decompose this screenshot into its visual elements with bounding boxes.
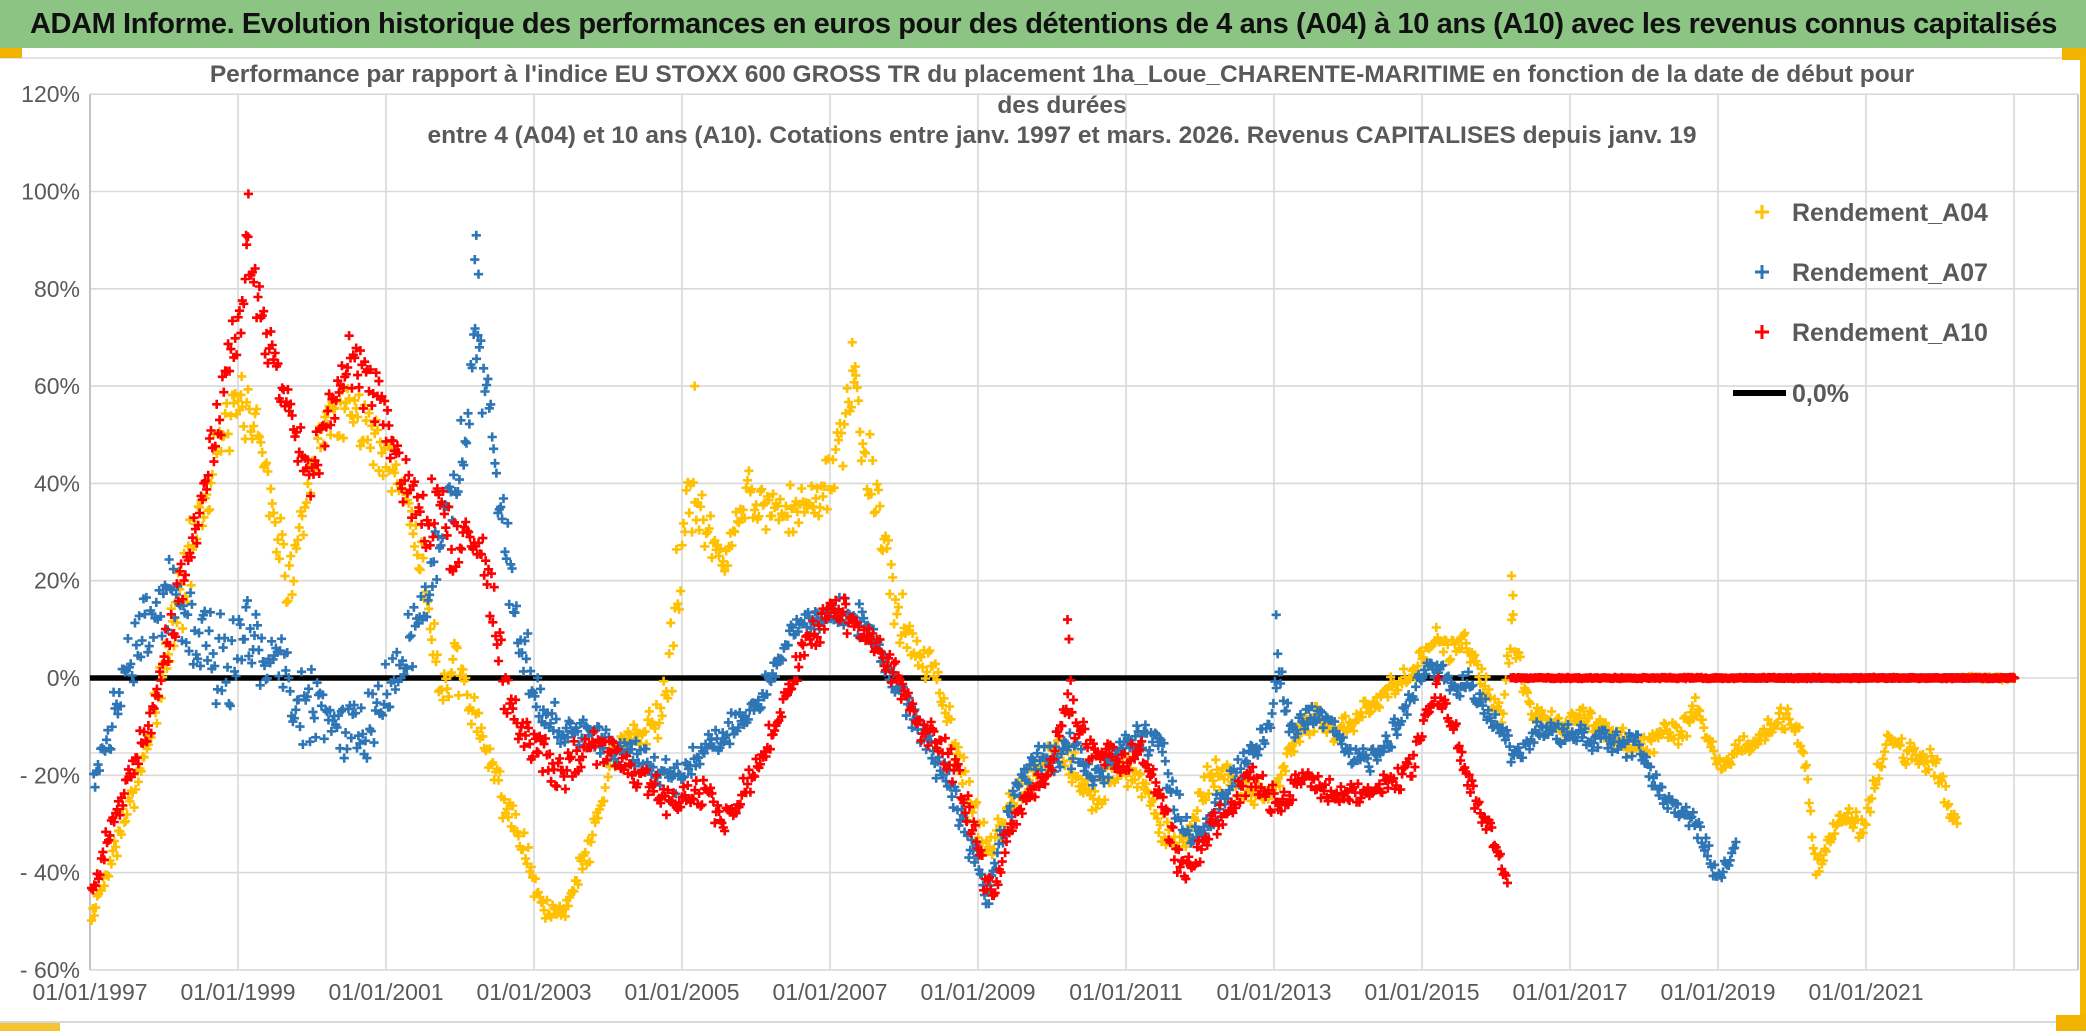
series-rendement_a10 (86, 189, 2020, 901)
bottom-divider (0, 1021, 2086, 1023)
y-axis-labels: 120% 100% 80% 60% 40% 20% 0% - 20% - 40% - 60% (20, 81, 80, 983)
performance-scatter-chart: 120%100%80%60%40%20%0%- 20%- 40%- 60%01/… (20, 61, 2079, 1005)
svg-text:01/01/2015: 01/01/2015 (1364, 979, 1479, 1005)
gold-accent-bottom-left (0, 1023, 60, 1031)
legend-label-4: 0,0% (1792, 380, 1849, 408)
svg-text:0%: 0% (47, 665, 80, 691)
report-title-bar: ADAM Informe. Evolution historique des p… (0, 0, 2086, 48)
svg-text:60%: 60% (34, 373, 80, 399)
series-rendement_a04 (86, 337, 2018, 926)
chart-legend: Rendement_A04 Rendement_A07 Rendement_A10 0… (1733, 199, 1988, 408)
svg-text:120%: 120% (21, 81, 80, 107)
chart-title: Performance par rapport à l'indice EU ST… (210, 61, 1915, 149)
svg-text:01/01/2003: 01/01/2003 (476, 979, 591, 1005)
legend-marker-2-icon (1755, 265, 1769, 279)
gridlines (89, 93, 2079, 971)
legend-marker-3-icon (1755, 325, 1769, 339)
svg-text:entre 4 (A04) et 10 ans (A10).: entre 4 (A04) et 10 ans (A10). Cotations… (427, 122, 1696, 149)
series-rendement_a07 (89, 230, 2018, 909)
svg-text:01/01/2009: 01/01/2009 (920, 979, 1035, 1005)
svg-text:01/01/1999: 01/01/1999 (180, 979, 295, 1005)
svg-text:- 20%: - 20% (20, 762, 80, 788)
chart-area: 120% 100% 80% 60% 40% 20% 0% - 20% - 40% - 60% 01/… (0, 48, 2086, 1031)
svg-text:01/01/2021: 01/01/2021 (1808, 979, 1923, 1005)
svg-text:01/01/2017: 01/01/2017 (1512, 979, 1627, 1005)
x-axis-labels: 01/01/1997 01/01/1999 01/01/2001 01/01/2003… (32, 979, 1923, 1005)
svg-text:01/01/2001: 01/01/2001 (328, 979, 443, 1005)
gold-accent-left (0, 48, 22, 58)
svg-text:01/01/2019: 01/01/2019 (1660, 979, 1775, 1005)
legend-label-1: Rendement_A04 (1792, 199, 1988, 227)
svg-text:Performance par rapport à l'in: Performance par rapport à l'indice EU ST… (210, 61, 1915, 88)
svg-text:- 40%: - 40% (20, 860, 80, 886)
header-divider (0, 48, 2086, 59)
svg-text:40%: 40% (34, 470, 80, 496)
svg-text:100%: 100% (21, 179, 80, 205)
svg-text:- 60%: - 60% (20, 957, 80, 983)
gold-accent-bottom-right (2056, 1015, 2086, 1031)
legend-marker-1-icon (1755, 205, 1769, 219)
report-title: ADAM Informe. Evolution historique des p… (30, 8, 2057, 40)
legend-label-3: Rendement_A10 (1792, 319, 1988, 347)
legend-label-2: Rendement_A07 (1792, 259, 1988, 287)
svg-text:20%: 20% (34, 568, 80, 594)
svg-text:01/01/2013: 01/01/2013 (1216, 979, 1331, 1005)
gold-accent-right-border (2080, 56, 2086, 1031)
svg-text:01/01/2005: 01/01/2005 (624, 979, 739, 1005)
svg-text:01/01/2011: 01/01/2011 (1069, 979, 1182, 1005)
svg-text:01/01/1997: 01/01/1997 (32, 979, 147, 1005)
svg-text:01/01/2007: 01/01/2007 (772, 979, 887, 1005)
svg-text:des durées: des durées (997, 92, 1126, 119)
svg-text:80%: 80% (34, 276, 80, 302)
